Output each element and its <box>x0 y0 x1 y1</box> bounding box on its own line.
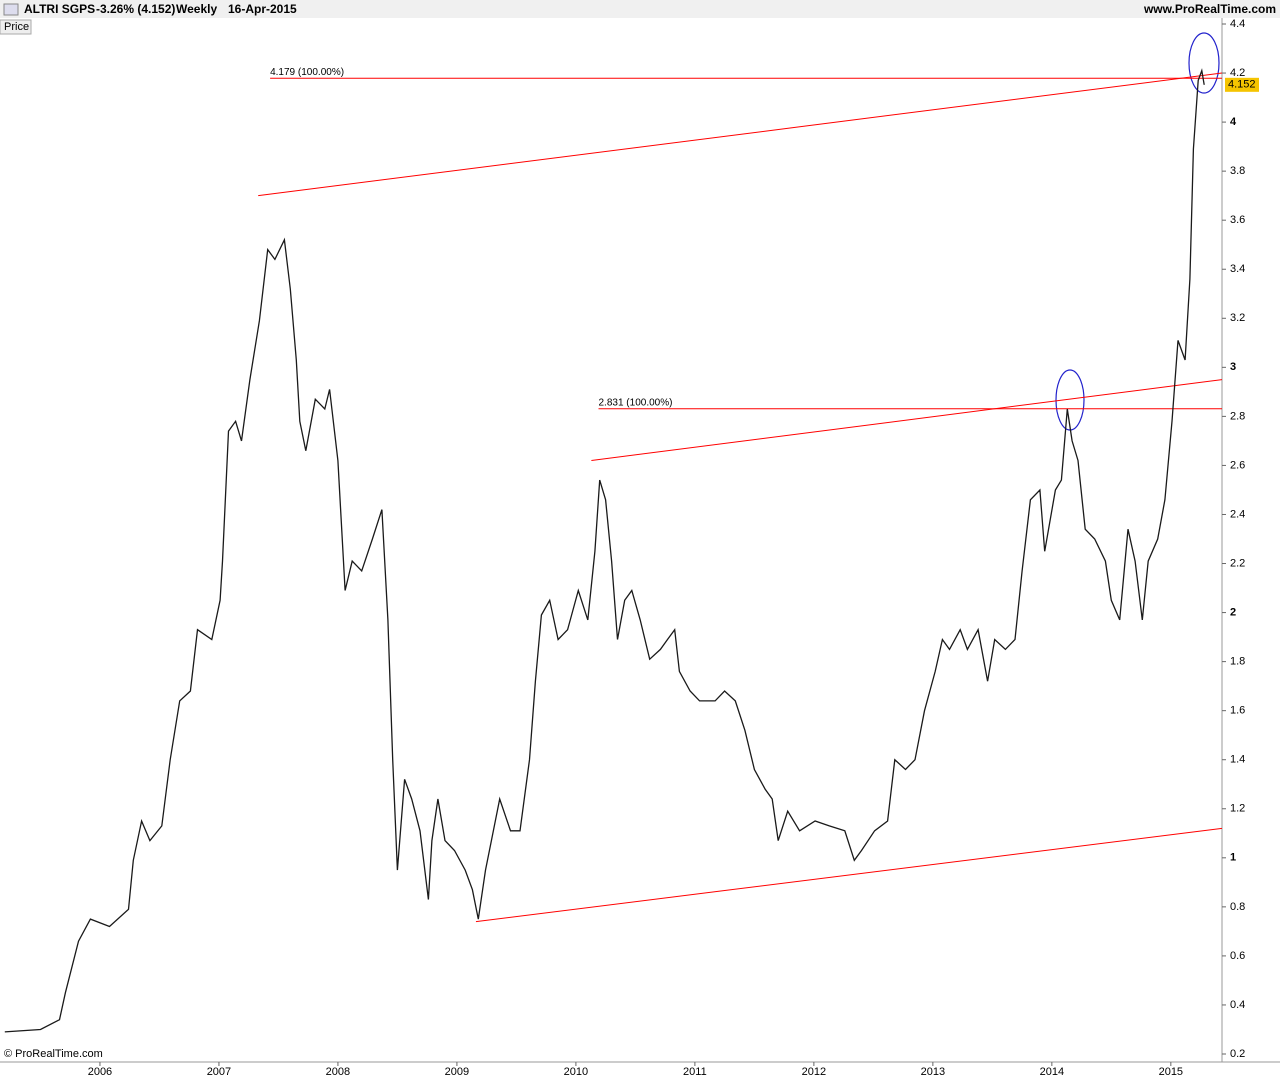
y-tick-label: 3.2 <box>1230 312 1245 324</box>
y-tick-label: 4.4 <box>1230 18 1245 30</box>
header-bar <box>0 0 1280 18</box>
x-tick-label: 2014 <box>1040 1066 1064 1078</box>
x-tick-label: 2015 <box>1159 1066 1183 1078</box>
y-tick-label: 2.6 <box>1230 459 1245 471</box>
y-tick-label: 3.6 <box>1230 214 1245 226</box>
symbol: ALTRI SGPS <box>24 2 95 16</box>
y-tick-label: 3 <box>1230 361 1236 373</box>
x-tick-label: 2006 <box>88 1066 112 1078</box>
trendline <box>475 827 1223 923</box>
y-tick-label: 0.2 <box>1230 1048 1245 1060</box>
x-tick-label: 2009 <box>445 1066 469 1078</box>
y-tick-label: 4 <box>1230 116 1237 128</box>
y-tick-label: 2.4 <box>1230 508 1245 520</box>
site: www.ProRealTime.com <box>1143 2 1276 16</box>
period: Weekly <box>176 2 217 16</box>
date: 16-Apr-2015 <box>228 2 297 16</box>
y-tick-label: 1.2 <box>1230 803 1245 815</box>
y-tick-label: 1.4 <box>1230 754 1245 766</box>
panel-tab <box>0 19 32 35</box>
y-tick-label: 2.2 <box>1230 557 1245 569</box>
highlight-ellipse <box>1188 32 1220 94</box>
y-tick-label: 1.8 <box>1230 656 1245 668</box>
x-tick-label: 2010 <box>564 1066 588 1078</box>
y-tick-label: 3.8 <box>1230 165 1245 177</box>
y-tick-label: 4.2 <box>1230 67 1245 79</box>
last-price-label: 4.152 <box>1228 79 1256 91</box>
x-tick-label: 2007 <box>207 1066 231 1078</box>
y-tick-label: 1 <box>1230 852 1236 864</box>
trendline <box>591 379 1223 462</box>
panel-label: Price <box>4 21 29 33</box>
change: -3.26% (4.152) <box>96 2 175 16</box>
level-label: 2.831 (100.00%) <box>599 397 673 408</box>
y-tick-label: 1.6 <box>1230 705 1245 717</box>
trendline <box>258 72 1223 197</box>
x-tick-label: 2011 <box>683 1066 707 1078</box>
y-tick-label: 2 <box>1230 606 1236 618</box>
y-tick-label: 0.4 <box>1230 999 1245 1011</box>
level-label: 4.179 (100.00%) <box>270 67 344 78</box>
x-tick-label: 2012 <box>802 1066 826 1078</box>
icon <box>3 3 19 16</box>
copyright: © ProRealTime.com <box>4 1048 103 1060</box>
y-tick-label: 3.4 <box>1230 263 1245 275</box>
x-tick-label: 2013 <box>921 1066 945 1078</box>
header: ALTRI SGPS -3.26% (4.152) Weekly 16-Apr-… <box>3 2 1276 16</box>
last-price-tag <box>1225 77 1259 92</box>
y-tick-label: 2.8 <box>1230 410 1245 422</box>
y-tick-label: 0.8 <box>1230 901 1245 913</box>
y-tick-label: 0.6 <box>1230 950 1245 962</box>
x-tick-label: 2008 <box>326 1066 350 1078</box>
price-line <box>4 68 1205 1033</box>
